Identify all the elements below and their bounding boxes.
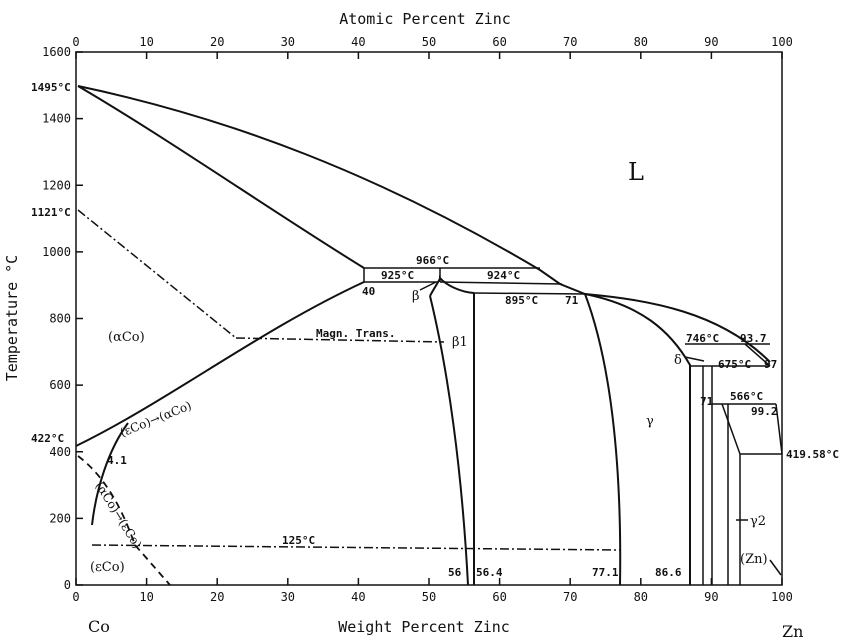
bottom-tick-label: 50 <box>422 590 436 604</box>
label-77-1: 77.1 <box>592 566 619 579</box>
top-tick-label: 80 <box>634 35 648 49</box>
top-tick-label: 90 <box>704 35 718 49</box>
top-tick-label: 50 <box>422 35 436 49</box>
y-tick-label: 1400 <box>42 112 71 126</box>
bottom-tick-label: 80 <box>634 590 648 604</box>
delta-arrow <box>684 356 705 362</box>
top-tick-label: 100 <box>771 35 793 49</box>
top-tick-label: 70 <box>563 35 577 49</box>
magnetic-transition-label: Magn. Trans. <box>316 327 395 340</box>
label-71-top: 71 <box>565 294 579 307</box>
label-675: 675°C <box>718 358 751 371</box>
solidus-curve <box>77 85 365 269</box>
y-tick-label: 1000 <box>42 245 71 259</box>
label-97: 97 <box>764 358 777 371</box>
label-1495: 1495°C <box>31 81 71 94</box>
gamma-left-boundary <box>584 293 622 586</box>
isotherm-895 <box>473 292 586 295</box>
phase-gamma-label: γ <box>646 414 654 429</box>
beta1-left-boundary <box>429 295 469 586</box>
y-axis-title: Temperature °C <box>3 255 21 381</box>
isotherm-125 <box>91 544 621 551</box>
bottom-tick-label: 20 <box>210 590 224 604</box>
phase-beta1-label: β1 <box>452 335 468 350</box>
bottom-tick-label: 100 <box>771 590 793 604</box>
alpha-epsilon-dashed-2 <box>134 544 171 586</box>
phase-alpha-co-label: (αCo) <box>108 330 145 345</box>
element-co-label: Co <box>88 617 110 636</box>
peritectic-924-line <box>439 281 563 285</box>
bottom-tick-label: 0 <box>72 590 79 604</box>
gamma2-left <box>721 403 741 585</box>
bottom-tick-label: 70 <box>563 590 577 604</box>
zn-arrow <box>769 559 782 576</box>
top-axis-ticks: 0 10 20 30 40 50 60 70 80 90 100 <box>72 35 793 59</box>
phase-liquid-label: L <box>628 158 644 186</box>
magnetic-transition-line <box>235 337 445 343</box>
y-tick-label: 1200 <box>42 178 71 192</box>
label-925: 925°C <box>381 269 414 282</box>
phase-beta-label: β <box>412 289 420 304</box>
magnetic-transition-curve <box>77 209 237 339</box>
alpha-co-solvus <box>75 281 365 447</box>
y-tick-label: 600 <box>49 378 71 392</box>
label-56-4: 56.4 <box>476 566 503 579</box>
phase-gamma2-label: γ2 <box>750 514 766 529</box>
top-tick-label: 30 <box>281 35 295 49</box>
label-419: 419.58°C <box>786 448 839 461</box>
y-tick-label: 0 <box>64 578 71 592</box>
bottom-axis-ticks: 0 10 20 30 40 50 60 70 80 90 100 <box>72 578 793 604</box>
left-axis-ticks: 0 200 400 600 800 1000 1200 1400 1600 <box>42 45 83 592</box>
phase-zn-label: (Zn) <box>740 552 768 567</box>
top-axis-title: Atomic Percent Zinc <box>339 10 511 28</box>
epsilon-alpha-boundary <box>91 422 129 526</box>
bottom-axis-title: Weight Percent Zinc <box>338 618 510 636</box>
beta-boundary <box>429 275 475 297</box>
bottom-tick-label: 10 <box>139 590 153 604</box>
y-tick-label: 800 <box>49 312 71 326</box>
element-zn-label: Zn <box>782 622 803 640</box>
top-tick-label: 10 <box>139 35 153 49</box>
label-566: 566°C <box>730 390 763 403</box>
label-40: 40 <box>362 285 375 298</box>
label-99-2: 99.2 <box>751 405 778 418</box>
top-tick-label: 0 <box>72 35 79 49</box>
top-tick-label: 40 <box>351 35 365 49</box>
y-tick-label: 200 <box>49 511 71 525</box>
label-1121: 1121°C <box>31 206 71 219</box>
label-746: 746°C <box>686 332 719 345</box>
label-422: 422°C <box>31 432 64 445</box>
label-71-bottom: 71 <box>700 395 714 408</box>
label-93-7: 93.7 <box>740 332 767 345</box>
zn-solvus <box>775 403 783 455</box>
phase-epsilon-co-label: (εCo) <box>90 560 125 575</box>
bottom-tick-label: 40 <box>351 590 365 604</box>
plot-frame <box>75 51 783 586</box>
beta-arrow <box>419 281 437 291</box>
delta-liquidus <box>744 343 771 367</box>
label-56: 56 <box>448 566 462 579</box>
y-tick-label: 400 <box>49 445 71 459</box>
phase-delta-label: δ <box>674 353 682 368</box>
bottom-tick-label: 90 <box>704 590 718 604</box>
label-4-1: 4.1 <box>107 454 127 467</box>
label-924: 924°C <box>487 269 520 282</box>
label-125: 125°C <box>282 534 315 547</box>
label-86-6: 86.6 <box>655 566 682 579</box>
bottom-tick-label: 60 <box>492 590 506 604</box>
gamma-right-boundary <box>584 293 691 585</box>
label-966: 966°C <box>416 254 449 267</box>
y-tick-label: 1600 <box>42 45 71 59</box>
alpha-epsilon-dashed-1 <box>77 455 136 546</box>
bottom-tick-label: 30 <box>281 590 295 604</box>
label-895: 895°C <box>505 294 538 307</box>
top-tick-label: 60 <box>492 35 506 49</box>
liquidus-curve <box>77 85 771 363</box>
epsilon-to-alpha-label: (εCo)→(αCo) <box>118 398 194 439</box>
alpha-to-epsilon-label: (αCo)→(εCo) <box>92 479 144 551</box>
top-tick-label: 20 <box>210 35 224 49</box>
